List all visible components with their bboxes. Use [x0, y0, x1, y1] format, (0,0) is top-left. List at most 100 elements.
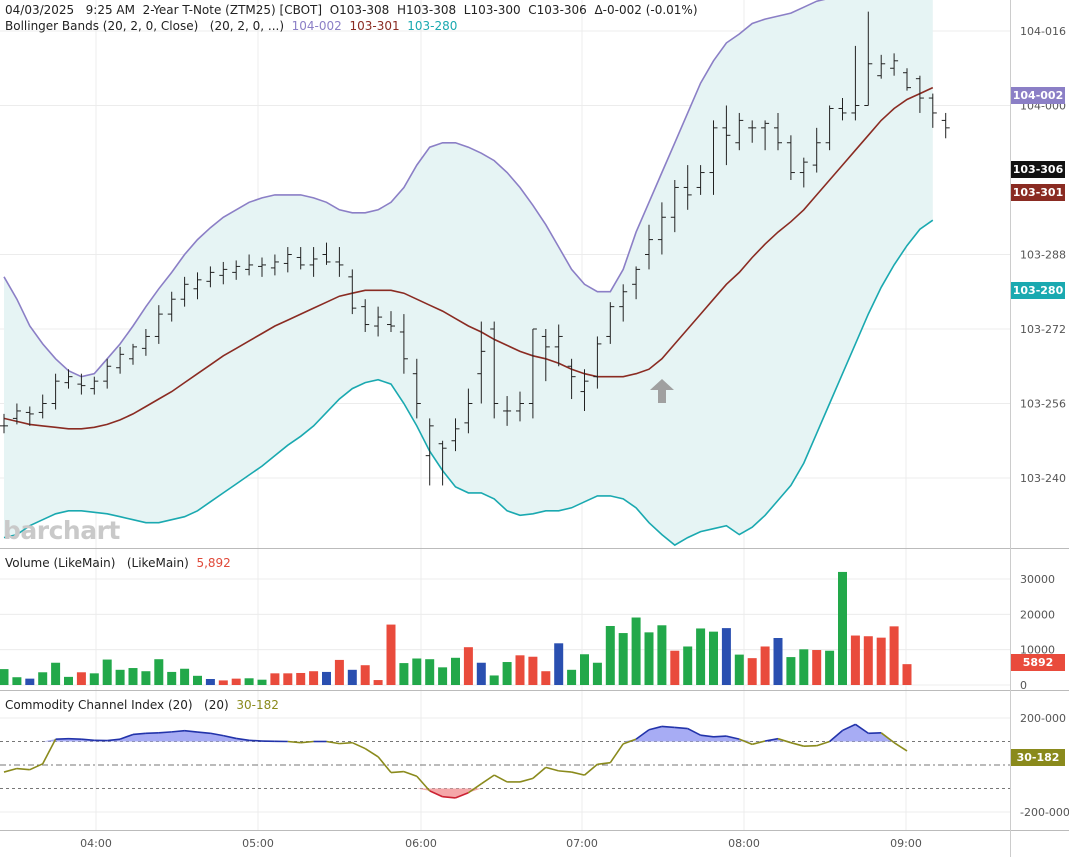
volume-bar [0, 669, 9, 685]
cci-title[interactable]: Commodity Channel Index (20) [5, 698, 193, 712]
volume-bar [193, 675, 202, 685]
volume-header: Volume (LikeMain) (LikeMain) 5,892 [5, 556, 231, 570]
volume-bar [709, 631, 718, 685]
volume-value: 5,892 [196, 556, 231, 570]
signal-arrow [650, 379, 674, 403]
bollinger-upper-line [3, 0, 826, 378]
cci-line-segment [210, 732, 224, 737]
cci-line-segment [16, 767, 30, 771]
volume-bar [89, 673, 99, 685]
cci-line-segment [403, 770, 418, 778]
volume-bar [25, 678, 35, 685]
volume-bar [812, 650, 822, 685]
volume-bar [696, 628, 706, 685]
cci-line-segment [674, 726, 688, 730]
cci-line-segment [648, 725, 663, 731]
cci-tick-label: -200-000 [1020, 806, 1069, 819]
volume-bar [876, 637, 886, 685]
volume-bar [863, 636, 873, 685]
header-instrument: 2-Year T-Note (ZTM25) [CBOT] [142, 3, 323, 17]
cci-line-segment [622, 738, 637, 745]
volume-bar [902, 664, 912, 685]
volume-bar [631, 617, 641, 685]
volume-bar [786, 657, 796, 685]
bollinger-band [3, 0, 934, 547]
header-open: O103-308 [329, 3, 390, 17]
cci-line-segment [455, 791, 469, 799]
cci-line-segment [81, 738, 95, 742]
cci-line-segment [223, 734, 237, 740]
upper-band-tag: 104-002 [1011, 87, 1065, 104]
volume-bar [747, 658, 757, 685]
cci-line-segment [532, 766, 547, 780]
bollinger-mid-line [3, 86, 934, 430]
volume-bar [244, 678, 254, 685]
cci-line-segment [29, 763, 44, 771]
volume-bar [605, 625, 615, 685]
cci-params: (20) [204, 698, 229, 712]
cci-line-segment [764, 737, 779, 742]
price-tick-label: 103-240 [1020, 472, 1066, 485]
cci-line-segment [416, 775, 431, 792]
cci-tag: 30-182 [1011, 749, 1065, 766]
time-tick-label: 06:00 [405, 837, 437, 850]
volume-bar [38, 672, 48, 685]
header-line2: Bollinger Bands (20, 2, 0, Close) (20, 2… [5, 19, 457, 33]
cci-line-segment [829, 729, 844, 743]
header-low: L103-300 [463, 3, 521, 17]
volume-bar [399, 663, 409, 685]
cci-line-segment [777, 737, 792, 744]
volume-bar [476, 662, 486, 685]
cci-line-segment [713, 735, 727, 738]
time-tick-label: 08:00 [728, 837, 760, 850]
mid-band-tag: 103-301 [1011, 184, 1065, 201]
header-change: Δ-0-002 (-0.01%) [594, 3, 698, 17]
volume-bar [309, 671, 319, 685]
volume-bar [528, 656, 538, 685]
header-date: 04/03/2025 [5, 3, 75, 17]
cci-line-segment [519, 777, 534, 783]
volume-bar [721, 628, 731, 685]
bb-mid-value: 103-301 [349, 19, 400, 33]
volume-bar [592, 662, 602, 685]
volume-bar [334, 659, 344, 685]
header-close: C103-306 [528, 3, 587, 17]
cci-line-segment [132, 732, 146, 736]
volume-bar [154, 659, 164, 685]
cci-line-segment [558, 770, 572, 773]
bb-upper-value: 104-002 [291, 19, 342, 33]
volume-bar [12, 677, 22, 685]
cci-tick-label: 200-000 [1020, 712, 1066, 725]
cci-line [0, 723, 1010, 799]
volume-bar [580, 654, 589, 685]
volume-tick-label: 20000 [1020, 608, 1055, 621]
cci-line-segment [326, 740, 340, 745]
volume-bar [373, 680, 383, 685]
cci-line-segment [661, 725, 675, 729]
volume-bar [205, 678, 215, 685]
volume-bar [347, 669, 357, 685]
cci-line-segment [287, 740, 301, 744]
volume-bar [850, 635, 860, 685]
volume-bar [734, 654, 744, 685]
volume-tag: 5892 [1011, 654, 1065, 671]
bb-label[interactable]: Bollinger Bands (20, 2, 0, Close) [5, 19, 199, 33]
cci-line-segment [351, 741, 366, 750]
cci-line-segment [635, 729, 650, 740]
cci-line-segment [726, 735, 740, 740]
volume-bar [541, 671, 551, 685]
volume-bar [231, 678, 241, 685]
price-tick-label: 103-288 [1020, 249, 1066, 262]
cci-value: 30-182 [236, 698, 279, 712]
volume-bar [799, 649, 809, 685]
volume-bar [773, 638, 783, 685]
volume-title[interactable]: Volume (LikeMain) [5, 556, 116, 570]
volume-bar [257, 679, 267, 685]
price-tick-label: 103-256 [1020, 398, 1066, 411]
volume-bar [644, 632, 654, 685]
time-tick-label: 09:00 [890, 837, 922, 850]
cci-line-segment [571, 771, 585, 776]
cci-line-segment [3, 767, 18, 773]
